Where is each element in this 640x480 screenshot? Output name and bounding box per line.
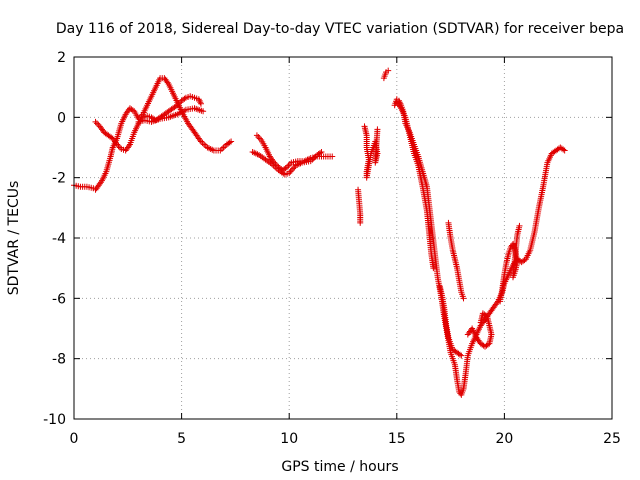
data-point	[172, 103, 179, 110]
data-point	[197, 99, 204, 106]
y-tick-label: -6	[52, 291, 66, 307]
x-axis-label: GPS time / hours	[281, 459, 398, 475]
y-tick-label: -4	[52, 231, 66, 247]
data-point	[253, 132, 260, 139]
data-points	[71, 67, 568, 398]
data-point	[561, 147, 568, 154]
x-tick-label: 15	[388, 431, 406, 447]
x-tick-label: 5	[177, 431, 186, 447]
y-tick-label: 0	[57, 110, 66, 126]
data-point	[226, 139, 233, 146]
y-tick-label: 2	[57, 50, 66, 66]
grid-lines	[74, 57, 612, 419]
y-tick-label: -10	[43, 412, 66, 428]
data-point	[458, 352, 465, 359]
x-tick-label: 10	[280, 431, 298, 447]
y-tick-label: -8	[52, 352, 66, 368]
y-axis-label: SDTVAR / TECUs	[6, 181, 22, 296]
data-point	[282, 165, 289, 172]
data-point	[329, 153, 336, 160]
data-point	[456, 351, 463, 358]
data-point	[477, 319, 484, 326]
data-point	[385, 67, 392, 74]
data-point	[129, 107, 136, 114]
data-point	[197, 100, 204, 107]
data-point	[255, 133, 262, 140]
data-point	[93, 120, 100, 127]
data-point	[560, 146, 567, 153]
data-point	[357, 219, 364, 226]
data-point	[108, 134, 115, 141]
y-tick-label: -2	[52, 171, 66, 187]
data-point	[92, 118, 99, 125]
data-point	[317, 150, 324, 157]
x-tick-label: 0	[70, 431, 79, 447]
data-point	[181, 95, 188, 102]
x-tick-label: 25	[603, 431, 621, 447]
data-point	[460, 295, 467, 302]
x-tick-label: 20	[495, 431, 513, 447]
data-point	[228, 138, 235, 145]
chart-title: Day 116 of 2018, Sidereal Day-to-day VTE…	[56, 21, 624, 37]
data-point	[200, 108, 207, 115]
data-point	[430, 265, 437, 272]
data-point	[374, 126, 381, 133]
data-point	[516, 222, 523, 229]
data-point	[318, 149, 325, 156]
